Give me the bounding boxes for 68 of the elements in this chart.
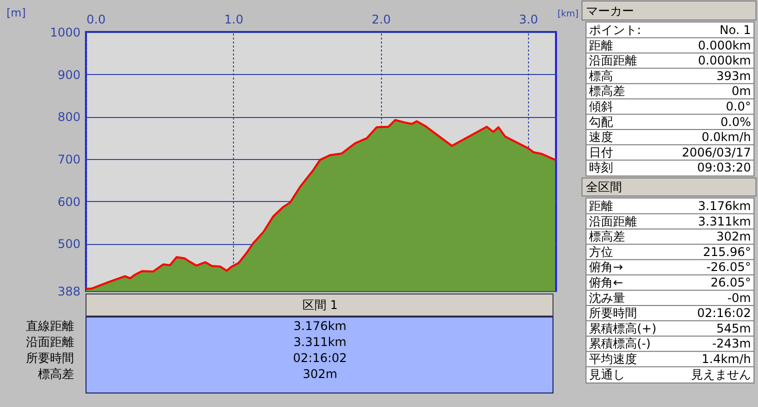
text: 累積標高(+) [589,321,656,336]
text: 直線距離 [26,319,74,333]
text: 標高差 [38,367,74,381]
text: 見通し [589,367,625,382]
y-tick-label: 600 [58,194,80,209]
text: 3.176km [698,199,751,213]
text: 沿面距離 [26,335,74,349]
text: 方位 [589,244,613,259]
text: 沈み量 [589,290,625,305]
text: 距離 [589,199,613,213]
text: 標高差 [589,230,625,244]
text: 見えません [691,367,751,382]
text: 距離 [589,38,613,52]
x-axis-title: [km] [558,10,579,20]
text: 0.000km [698,54,751,68]
text: 所要時間 [26,351,74,365]
text: 標高 [589,68,613,83]
text: 沿面距離 [589,54,637,68]
text: 日付 [589,145,613,160]
text: 2006/03/17 [682,145,751,160]
y-tick-label: 1000 [50,26,80,40]
text: 所要時間 [589,306,637,320]
text: 平均速度 [589,352,637,366]
text: 0.0% [720,114,751,129]
text: -26.05° [706,260,751,274]
text: 393m [716,68,751,83]
text: 標高差 [589,84,625,98]
x-tick-label: 1.0 [224,12,244,26]
y-tick-label: 500 [58,237,80,252]
text: 0.0km/h [702,130,751,144]
text: 0.0° [726,100,751,114]
text: 545m [716,321,751,336]
y-axis-title: [m] [6,6,26,20]
text: 3.176km [294,319,346,333]
text: 02:16:02 [697,306,751,320]
text: 勾配 [589,114,613,129]
text: No. 1 [720,23,751,37]
y-tick-label: 900 [58,68,80,82]
y-tick-label: 800 [58,110,80,124]
text: 09:03:20 [697,160,751,175]
text: 沿面距離 [589,214,637,228]
text: 0.000km [698,38,751,52]
text: 3.311km [698,214,751,228]
text: 215.96° [703,244,751,259]
x-tick-label: 2.0 [372,12,391,26]
text: 0m [732,84,751,98]
text: -0m [727,290,751,305]
text: 302m [302,367,338,381]
text: 3.311km [294,335,346,349]
x-tick-label: 3.0 [518,12,538,26]
y-tick-label: 700 [58,152,80,166]
text: -243m [712,336,751,351]
y-tick-label: 388 [58,284,80,298]
text: 302m [716,230,751,244]
text: 区間 1 [302,298,338,312]
text: 時刻 [589,160,613,175]
text: 1.4km/h [702,352,751,366]
text: 速度 [589,130,613,144]
text: 累積標高(-) [589,336,651,351]
text: 俯角→ [589,260,624,274]
x-tick-label: 0.0 [86,12,106,26]
text: マーカー [586,4,634,18]
text: 俯角← [589,276,624,290]
text: 02:16:02 [293,351,347,365]
text: ポイント: [589,23,642,37]
text: 傾斜 [589,100,613,114]
text: 全区間 [586,180,622,194]
text: 26.05° [710,276,751,290]
